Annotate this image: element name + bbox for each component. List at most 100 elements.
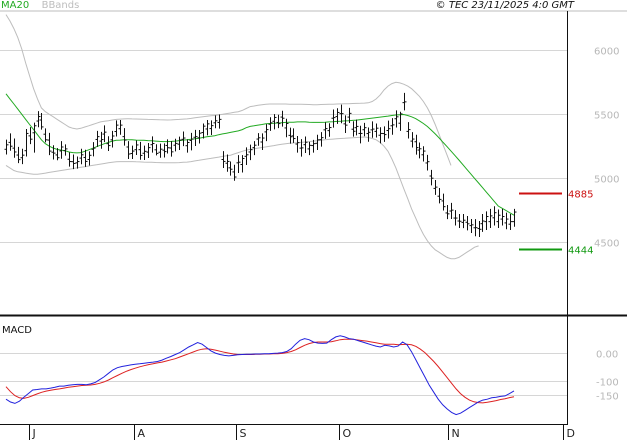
copyright-timestamp: © TEC 23/11/2025 4:0 GMT	[435, 0, 574, 11]
ohlc-bar	[91, 142, 96, 157]
ohlc-bar	[457, 213, 462, 229]
ohlc-bar	[512, 208, 517, 227]
ohlc-bar	[221, 151, 226, 168]
ohlc-bar	[488, 208, 493, 229]
macd-panel	[5, 335, 515, 416]
bband-upper-line	[5, 14, 452, 166]
ohlc-bar	[351, 121, 356, 137]
ohlc-bar	[67, 152, 72, 167]
ohlc-bar	[339, 104, 344, 124]
ohlc-bar	[288, 127, 293, 144]
ohlc-bar	[315, 134, 320, 151]
ohlc-bar	[138, 141, 143, 160]
macd-y-tick: -100	[596, 378, 619, 389]
ohlc-bar	[272, 114, 277, 130]
ohlc-bar	[480, 213, 485, 232]
ohlc-bar	[36, 111, 41, 128]
ohlc-bar	[421, 146, 426, 162]
price-y-tick: 4500	[594, 239, 619, 250]
ohlc-bar	[362, 122, 367, 137]
ohlc-bar	[47, 132, 52, 156]
ohlc-bar	[217, 114, 222, 129]
ohlc-bar	[252, 141, 257, 156]
ohlc-bar	[319, 132, 324, 147]
ohlc-bar	[240, 155, 245, 173]
ohlc-bar	[508, 213, 513, 230]
ohlc-bar	[95, 130, 100, 147]
ohlc-bar	[177, 136, 182, 151]
ohlc-bar	[87, 151, 92, 166]
macd-grid: 0.00 -100 -150	[0, 350, 619, 403]
ohlc-bar	[280, 110, 285, 127]
ohlc-bar	[150, 136, 155, 153]
ohlc-bar	[28, 127, 33, 145]
ohlc-bar	[256, 133, 261, 146]
ohlc-bar	[433, 179, 438, 195]
ohlc-bar	[492, 206, 497, 226]
ohlc-bar	[39, 112, 44, 130]
ohlc-bar	[197, 129, 202, 144]
ohlc-bar	[244, 147, 249, 166]
ohlc-bar	[63, 144, 68, 156]
ohlc-bar	[134, 140, 139, 156]
level-label: 4885	[568, 190, 593, 201]
macd-signal-line	[5, 338, 515, 404]
x-tick-label: A	[138, 427, 146, 440]
price-y-tick: 5500	[594, 111, 619, 122]
x-tick-label: O	[343, 427, 352, 440]
ohlc-bar	[236, 155, 241, 174]
ohlc-bar	[130, 145, 135, 159]
ohlc-bar	[406, 122, 411, 139]
ohlc-bar	[299, 139, 304, 157]
level-label: 4444	[568, 246, 593, 257]
ohlc-bar	[469, 218, 474, 234]
ohlc-bar	[378, 127, 383, 144]
ohlc-bar	[284, 118, 289, 138]
ohlc-bar	[232, 164, 237, 181]
ohlc-bar	[8, 133, 13, 151]
ohlc-bar	[477, 220, 482, 237]
ohlc-bar	[414, 134, 419, 155]
x-tick-label: N	[452, 427, 460, 440]
ohlc-bar	[4, 139, 9, 155]
ohlc-bar	[114, 120, 119, 137]
ohlc-bar	[169, 141, 174, 157]
ohlc-bar	[193, 129, 198, 146]
ohlc-bar	[331, 109, 336, 128]
ohlc-bar	[158, 143, 163, 158]
ohlc-bar	[311, 139, 316, 153]
ohlc-bar	[461, 213, 466, 229]
ohlc-bar	[189, 132, 194, 151]
macd-title: MACD	[2, 325, 32, 336]
ohlc-bar	[213, 115, 218, 129]
ohlc-bar	[437, 188, 442, 204]
ohlc-bar	[264, 124, 269, 142]
ohlc-bar	[79, 148, 84, 165]
legend: MA20 BBands	[1, 0, 79, 11]
price-panel	[4, 14, 517, 260]
ohlc-bar	[162, 143, 167, 158]
ohlc-bar	[83, 149, 88, 167]
ohlc-bar	[154, 144, 159, 156]
ohlc-bar	[173, 138, 178, 152]
ohlc-bar	[303, 136, 308, 153]
price-y-tick: 5000	[594, 175, 619, 186]
ohlc-bar	[441, 193, 446, 211]
ohlc-bar	[43, 128, 48, 143]
macd-line	[5, 335, 515, 416]
ohlc-bar	[327, 123, 332, 137]
ohlc-bar	[354, 119, 359, 136]
ohlc-bar	[146, 143, 151, 158]
ohlc-bar	[358, 125, 363, 144]
ohlc-bar	[75, 156, 80, 169]
ohlc-bar	[390, 118, 395, 135]
ohlc-bar	[394, 110, 399, 128]
ohlc-bar	[374, 123, 379, 138]
legend-bbands: BBands	[41, 0, 80, 11]
ohlc-bar	[323, 122, 328, 139]
ohlc-bar	[71, 154, 76, 170]
ohlc-bar	[142, 145, 147, 161]
ohlc-bar	[445, 205, 450, 220]
